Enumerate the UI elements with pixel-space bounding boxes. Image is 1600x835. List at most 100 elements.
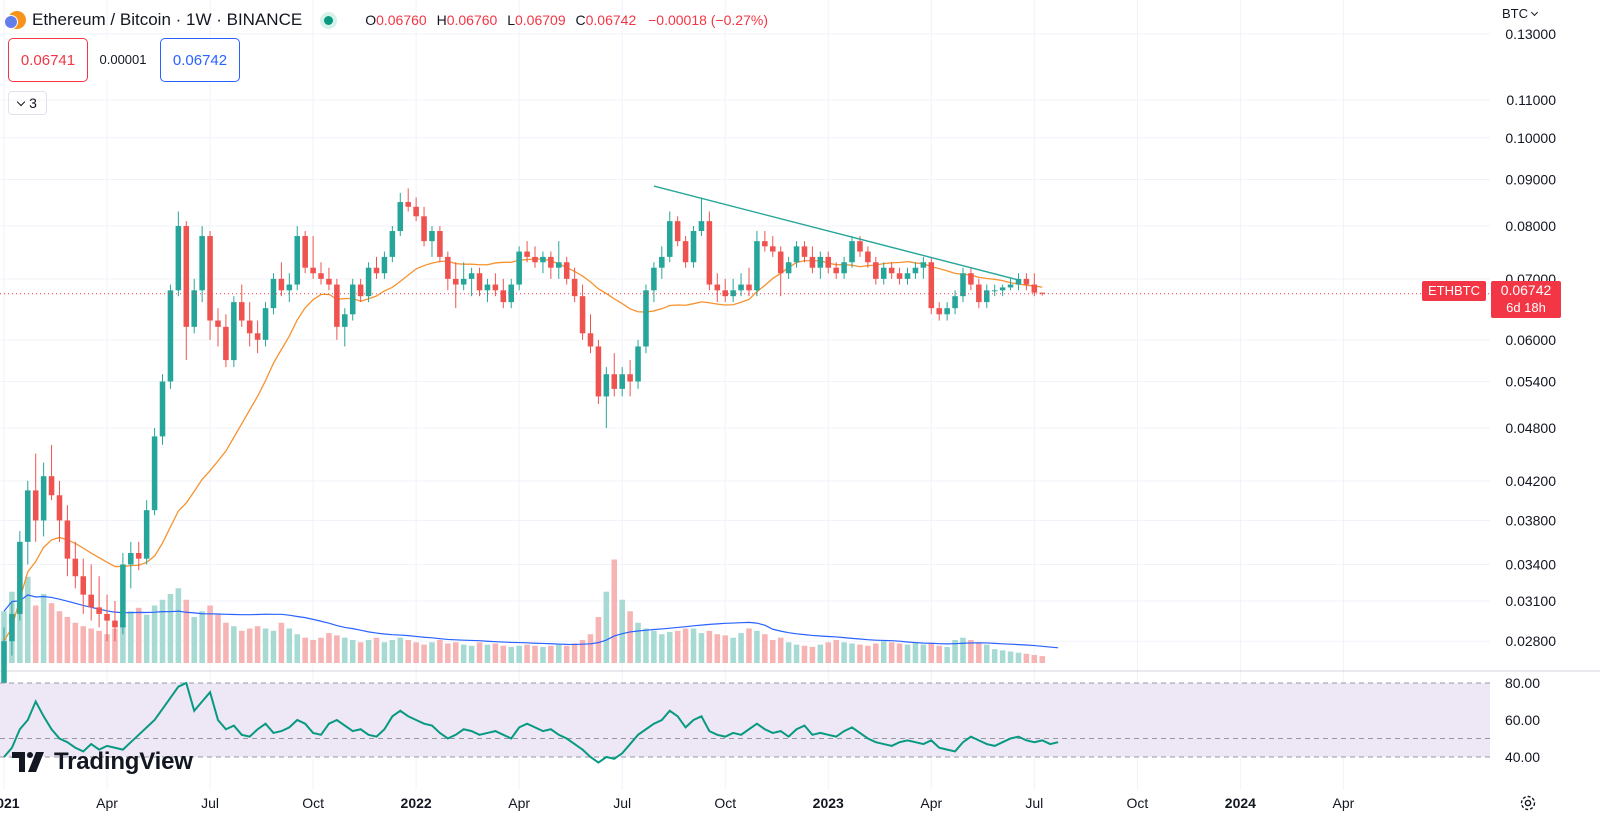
candle-body xyxy=(389,231,396,257)
symbol-header[interactable]: Ethereum / Bitcoin · 1W · BINANCE O0.067… xyxy=(4,8,768,32)
spread-value: 0.00001 xyxy=(90,38,156,80)
volume-bar xyxy=(231,626,237,663)
candle-body xyxy=(17,541,23,614)
candle-body xyxy=(357,284,364,297)
candle-body xyxy=(770,246,776,252)
candle xyxy=(983,284,990,309)
candle-body xyxy=(690,231,697,263)
candle-body xyxy=(1015,278,1022,285)
candle-body xyxy=(556,262,562,268)
candle-body xyxy=(223,326,229,361)
volume-bar xyxy=(777,637,784,663)
volume-bar xyxy=(175,588,182,663)
candle-body xyxy=(238,302,245,321)
candle-body xyxy=(659,256,665,268)
volume-bar xyxy=(96,630,102,663)
candle xyxy=(183,221,190,361)
candle xyxy=(492,273,499,297)
rsi-tick-label: 80.00 xyxy=(1505,675,1540,691)
candle-body xyxy=(873,262,879,279)
candle xyxy=(690,226,697,268)
volume-bar xyxy=(294,634,301,663)
candle xyxy=(72,541,79,589)
candle-body xyxy=(651,267,657,291)
candle-body xyxy=(738,284,744,291)
candle xyxy=(318,262,324,285)
time-tick-label: Oct xyxy=(302,795,324,811)
volume-bar xyxy=(873,643,879,663)
price-change: −0.00018 (−0.27%) xyxy=(648,12,768,28)
candle-body xyxy=(500,290,507,303)
time-tick-label: Oct xyxy=(714,795,736,811)
price-tick-label: 0.03800 xyxy=(1505,512,1556,528)
volume-bar xyxy=(112,628,118,663)
candle-body xyxy=(976,284,982,303)
volume-bar xyxy=(365,640,372,663)
candle-body xyxy=(159,381,166,437)
candle xyxy=(17,531,23,621)
candle-body xyxy=(167,290,174,382)
currency-label: BTC xyxy=(1502,6,1528,21)
candle-body xyxy=(714,284,721,291)
volume-bar xyxy=(143,614,150,663)
candle-body xyxy=(48,476,55,496)
symbol-title[interactable]: Ethereum / Bitcoin · 1W · BINANCE xyxy=(32,10,303,29)
candle xyxy=(373,256,380,279)
candle-body xyxy=(334,284,340,327)
volume-bar xyxy=(238,630,245,663)
candle xyxy=(270,273,277,315)
candle xyxy=(888,262,895,279)
volume-bar xyxy=(88,628,94,663)
candle xyxy=(643,284,649,354)
candle xyxy=(120,552,126,635)
candle xyxy=(389,226,396,263)
market-status-icon[interactable] xyxy=(324,15,334,25)
candle-body xyxy=(730,290,736,297)
candle xyxy=(587,314,594,354)
candle xyxy=(484,278,491,303)
volume-bar xyxy=(746,628,752,663)
candle xyxy=(746,267,752,297)
candle xyxy=(666,211,673,263)
candle-body xyxy=(120,564,126,628)
volume-bar xyxy=(80,626,87,663)
candle xyxy=(421,206,427,247)
volume-bar xyxy=(484,644,491,663)
candle-body xyxy=(1007,284,1014,288)
volume-bar xyxy=(25,576,31,663)
candle xyxy=(151,428,158,516)
candle-body xyxy=(595,346,602,397)
candle xyxy=(849,236,855,268)
currency-selector[interactable]: BTC xyxy=(1502,6,1539,21)
candle xyxy=(468,267,475,297)
candle-series xyxy=(1,188,1046,711)
sell-button[interactable]: 0.06741 xyxy=(8,38,88,82)
candle xyxy=(262,302,269,347)
candle-body xyxy=(579,296,586,334)
candle xyxy=(928,256,935,315)
candle-body xyxy=(587,333,594,347)
candle-body xyxy=(318,273,324,279)
settings-gear-icon[interactable] xyxy=(1519,794,1537,812)
volume-bar xyxy=(151,605,158,663)
candle-body xyxy=(682,241,689,263)
candle-body xyxy=(88,594,94,608)
tradingview-logo[interactable]: TradingView xyxy=(12,748,193,776)
candle xyxy=(579,284,586,340)
candle-body xyxy=(817,256,824,268)
volume-bar xyxy=(643,628,649,663)
candle xyxy=(825,251,832,274)
volume-bar xyxy=(991,649,998,663)
candle xyxy=(413,197,419,222)
volume-bar xyxy=(405,640,411,663)
indicators-toggle-button[interactable]: 3 xyxy=(8,91,47,115)
candle-body xyxy=(460,278,467,285)
candle xyxy=(25,480,31,565)
candle-body xyxy=(215,320,221,327)
volume-bar xyxy=(666,631,673,663)
buy-button[interactable]: 0.06742 xyxy=(160,38,240,82)
candle-body xyxy=(793,246,800,263)
candle xyxy=(48,444,55,501)
candle-body xyxy=(104,613,110,621)
